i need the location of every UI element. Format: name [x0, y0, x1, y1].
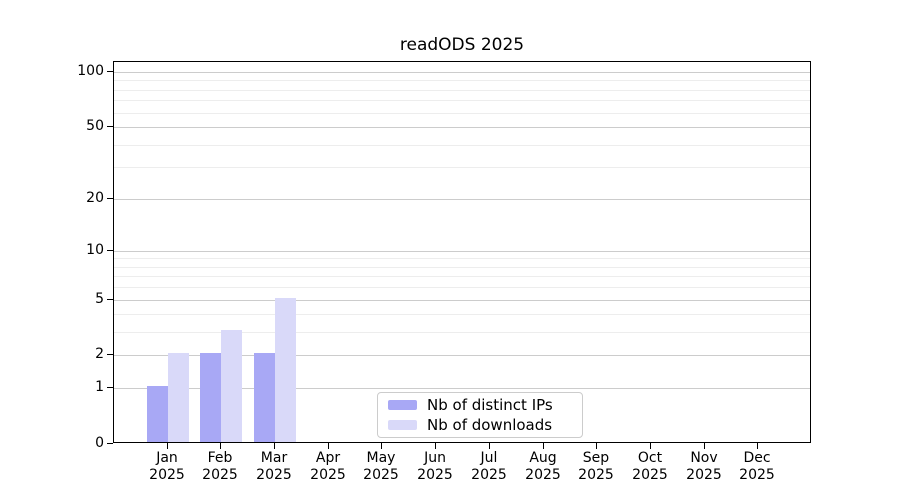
- x-axis-tick: [435, 443, 436, 449]
- gridline-minor: [114, 89, 810, 91]
- x-axis-tick-label: Feb 2025: [193, 450, 247, 484]
- gridline-minor: [114, 100, 810, 102]
- gridline-major: [114, 72, 810, 74]
- y-axis-tick: [107, 71, 113, 72]
- bar-downloads: [168, 353, 189, 442]
- year-label: 2025: [149, 467, 185, 483]
- legend-item: Nb of downloads: [388, 415, 572, 435]
- x-axis-tick-label: Dec 2025: [730, 450, 784, 484]
- x-axis-tick: [489, 443, 490, 449]
- gridline-minor: [114, 266, 810, 268]
- y-axis-tick-label: 0: [95, 435, 104, 451]
- x-axis-tick-label: May 2025: [354, 450, 408, 484]
- month-label: Nov: [690, 450, 718, 466]
- x-axis-tick-label: Sep 2025: [569, 450, 623, 484]
- gridline-minor: [114, 287, 810, 289]
- month-label: Jan: [156, 450, 178, 466]
- year-label: 2025: [417, 467, 453, 483]
- x-axis-tick: [543, 443, 544, 449]
- legend-swatch-downloads: [388, 420, 417, 430]
- y-axis-tick: [107, 198, 113, 199]
- month-label: Jun: [424, 450, 446, 466]
- x-axis-tick-label: Nov 2025: [677, 450, 731, 484]
- gridline-minor: [114, 276, 810, 278]
- month-label: Feb: [207, 450, 233, 466]
- x-axis-tick: [328, 443, 329, 449]
- gridline-major: [114, 198, 810, 200]
- gridline-major: [114, 299, 810, 301]
- y-axis-tick-label: 20: [86, 190, 104, 206]
- month-label: Sep: [582, 450, 610, 466]
- bar-distinct-ips: [147, 386, 168, 442]
- month-label: Mar: [260, 450, 288, 466]
- x-axis-tick-label: Jul 2025: [462, 450, 516, 484]
- x-axis-tick-label: Oct 2025: [623, 450, 677, 484]
- year-label: 2025: [256, 467, 292, 483]
- month-label: Jul: [480, 450, 498, 466]
- year-label: 2025: [363, 467, 399, 483]
- y-axis-tick: [107, 299, 113, 300]
- plot-area: [113, 61, 811, 443]
- gridline-minor: [114, 258, 810, 260]
- gridline-major: [114, 127, 810, 129]
- x-axis-tick-label: Jun 2025: [408, 450, 462, 484]
- legend-swatch-distinct-ips: [388, 400, 417, 410]
- legend: Nb of distinct IPs Nb of downloads: [377, 392, 583, 438]
- year-label: 2025: [739, 467, 775, 483]
- bar-distinct-ips: [254, 353, 275, 442]
- month-label: Oct: [637, 450, 663, 466]
- gridline-minor: [114, 144, 810, 146]
- x-axis-tick: [274, 443, 275, 449]
- y-axis-tick-label: 100: [77, 63, 104, 79]
- x-axis-tick: [650, 443, 651, 449]
- chart-title: readODS 2025: [399, 35, 525, 55]
- x-axis-tick-label: Apr 2025: [301, 450, 355, 484]
- x-axis-tick: [167, 443, 168, 449]
- x-axis-tick: [704, 443, 705, 449]
- y-axis-tick: [107, 126, 113, 127]
- y-axis-tick: [107, 250, 113, 251]
- gridline-major: [114, 250, 810, 252]
- x-axis-tick: [381, 443, 382, 449]
- year-label: 2025: [310, 467, 346, 483]
- year-label: 2025: [202, 467, 238, 483]
- y-axis-tick: [107, 387, 113, 388]
- gridline-minor: [114, 314, 810, 316]
- month-label: May: [366, 450, 396, 466]
- y-axis-tick-label: 10: [86, 242, 104, 258]
- gridline-major: [114, 355, 810, 357]
- gridline-minor: [114, 80, 810, 82]
- year-label: 2025: [525, 467, 561, 483]
- gridline-minor: [114, 112, 810, 114]
- bar-downloads: [275, 298, 296, 442]
- y-axis-tick: [107, 354, 113, 355]
- gridline-major: [114, 388, 810, 390]
- gridline-minor: [114, 167, 810, 169]
- bar-downloads: [221, 330, 242, 442]
- month-label: Apr: [315, 450, 341, 466]
- year-label: 2025: [686, 467, 722, 483]
- x-axis-tick: [596, 443, 597, 449]
- x-axis-tick: [220, 443, 221, 449]
- legend-item: Nb of distinct IPs: [388, 395, 572, 415]
- legend-label: Nb of downloads: [427, 416, 553, 434]
- gridline-minor: [114, 332, 810, 334]
- x-axis-tick-label: Aug 2025: [516, 450, 570, 484]
- bar-distinct-ips: [200, 353, 221, 442]
- y-axis-tick: [107, 443, 113, 444]
- x-axis-tick-label: Mar 2025: [247, 450, 301, 484]
- y-axis-tick-label: 5: [95, 291, 104, 307]
- year-label: 2025: [632, 467, 668, 483]
- y-axis-tick-label: 1: [95, 379, 104, 395]
- year-label: 2025: [578, 467, 614, 483]
- x-axis-tick-label: Jan 2025: [140, 450, 194, 484]
- year-label: 2025: [471, 467, 507, 483]
- legend-label: Nb of distinct IPs: [427, 396, 553, 414]
- y-axis-tick-label: 50: [86, 118, 104, 134]
- x-axis-tick: [757, 443, 758, 449]
- month-label: Dec: [743, 450, 771, 466]
- y-axis-tick-label: 2: [95, 346, 104, 362]
- month-label: Aug: [529, 450, 557, 466]
